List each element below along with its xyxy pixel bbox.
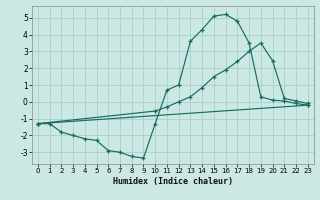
X-axis label: Humidex (Indice chaleur): Humidex (Indice chaleur) — [113, 177, 233, 186]
